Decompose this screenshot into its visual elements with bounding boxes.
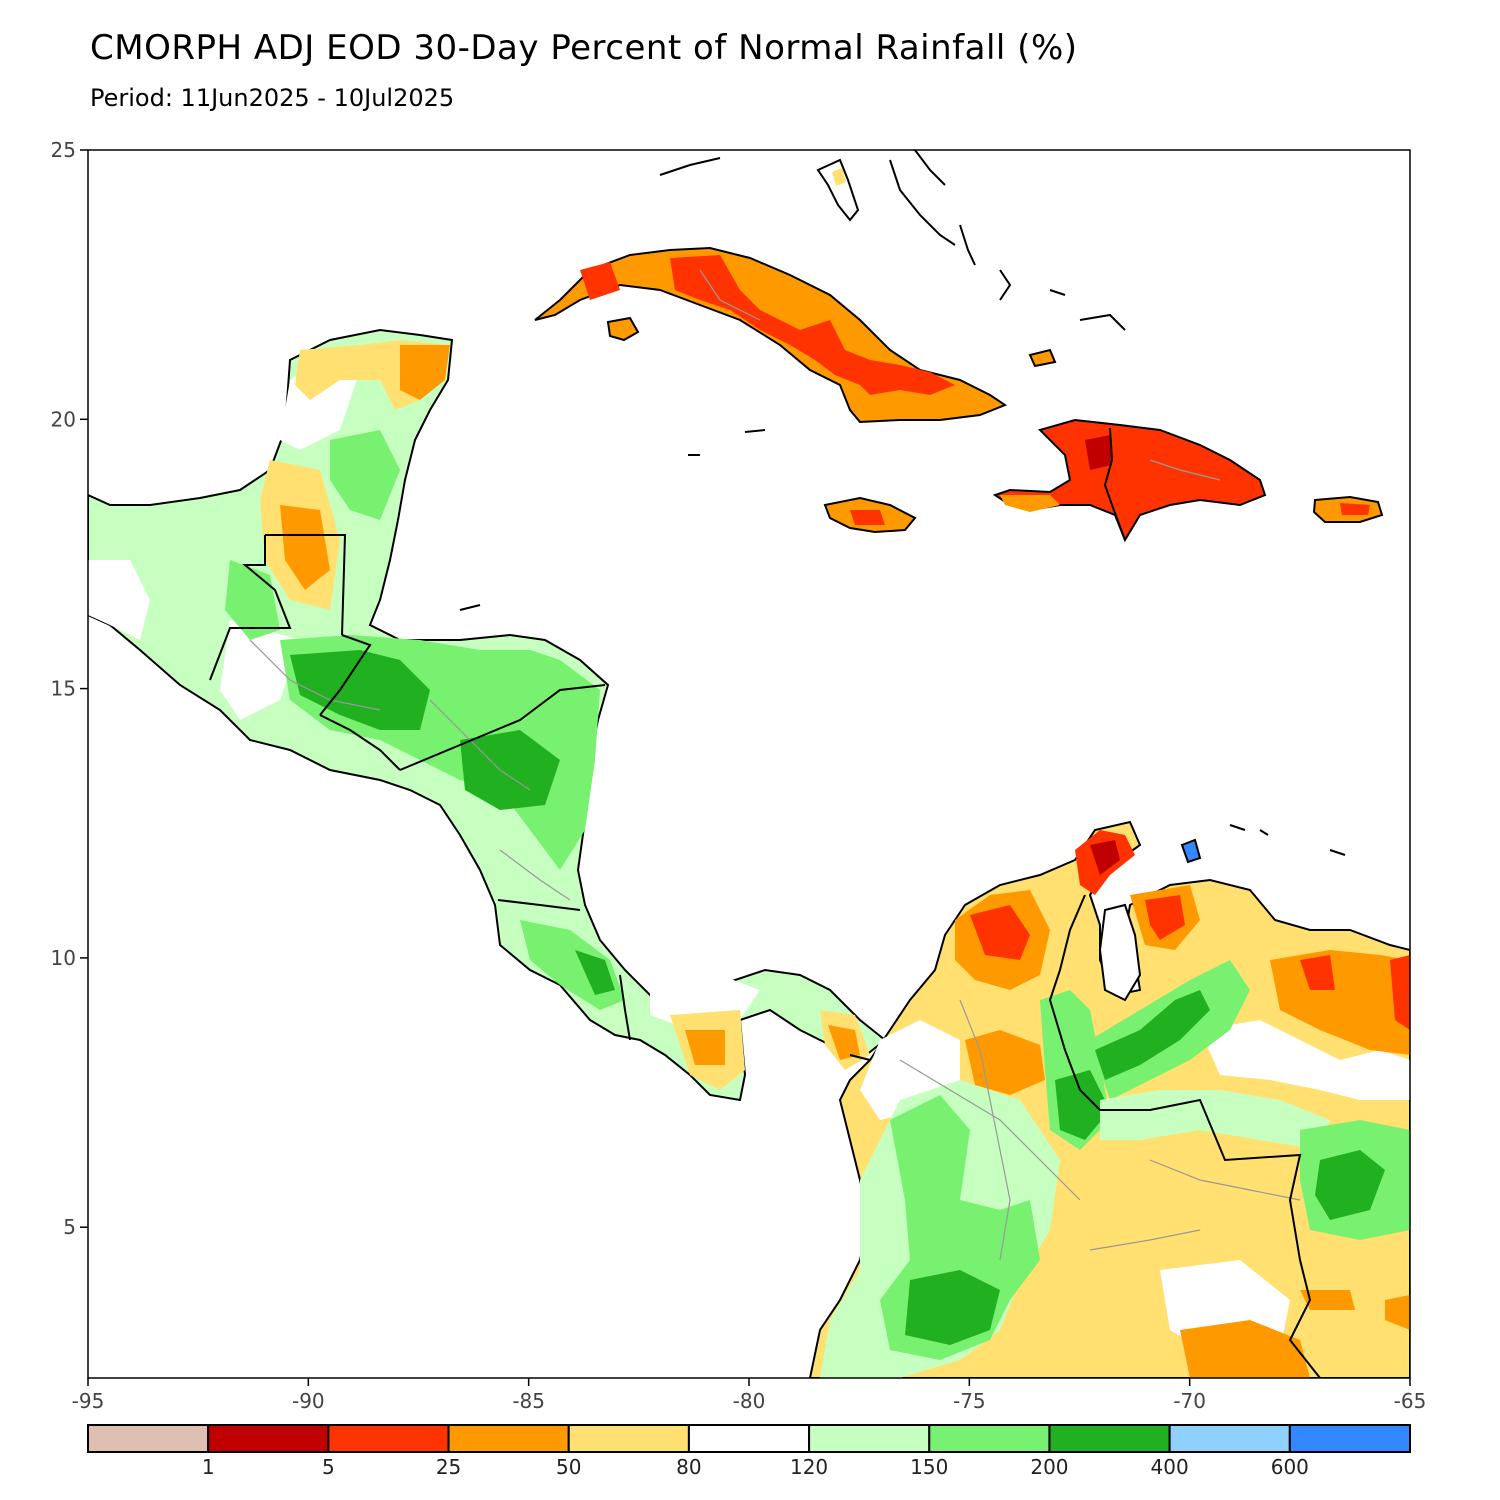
zone-red-cuba-central <box>670 255 955 395</box>
zone-orange-brazil-east <box>1385 1295 1410 1330</box>
colorbar-swatch <box>1048 1424 1171 1453</box>
colorbar-swatch <box>87 1424 210 1453</box>
zone-darkred-guajira <box>1090 840 1120 875</box>
zone-red-falcon <box>1145 895 1185 940</box>
zone-red-colombia-caribbean <box>970 905 1030 960</box>
small-islands <box>459 429 1346 856</box>
map-plot-area <box>88 150 1410 1378</box>
colorbar-label: 1 <box>202 1455 215 1479</box>
zone-orange-yucatan <box>400 345 450 400</box>
zone-orange-peten <box>280 505 330 590</box>
colorbar-swatch <box>567 1424 690 1453</box>
zone-red-jamaica <box>850 510 885 525</box>
zone-red-venezuela-east <box>1300 955 1335 990</box>
land-bahamas-cat <box>914 150 946 186</box>
zone-orange-haiti-south <box>1000 495 1060 512</box>
lat-tick-label: 10 <box>51 946 76 970</box>
colorbar-swatch <box>928 1424 1051 1453</box>
lat-tick-label: 20 <box>51 407 76 431</box>
zone-orange-panama <box>685 1030 725 1065</box>
colorbar-swatch <box>687 1424 811 1453</box>
lon-tick-label: -80 <box>733 1389 766 1413</box>
longitude-axis: -95 -90 -85 -80 -75 -70 -65 <box>72 1378 1427 1413</box>
zone-darkgreen-magdalena <box>1055 1070 1110 1140</box>
land-turks <box>1049 289 1066 296</box>
zone-normal-venezuela <box>1200 1020 1410 1100</box>
zone-wet-yucatan <box>330 430 400 520</box>
land-abc-islands <box>1180 838 1202 864</box>
zone-very-wet-costarica <box>575 950 615 995</box>
lon-tick-label: -70 <box>1173 1389 1206 1413</box>
zone-orange-guyana-south <box>1300 1290 1355 1310</box>
colorbar-label: 5 <box>322 1455 335 1479</box>
lat-tick-label: 25 <box>51 138 76 162</box>
land-bahamas-long <box>959 224 976 266</box>
lon-tick-label: -95 <box>72 1389 105 1413</box>
zone-red-puerto-rico <box>1340 503 1370 515</box>
zone-orange-venezuela-east <box>1270 950 1410 1055</box>
land-cuba-north-keys <box>659 157 721 176</box>
colorbar-swatch <box>1288 1424 1412 1453</box>
zone-orange-amazon-south <box>1180 1320 1310 1378</box>
zone-very-wet-nicaragua <box>460 730 560 810</box>
zone-darkred-haiti <box>1085 435 1112 470</box>
lon-tick-label: -75 <box>953 1389 986 1413</box>
land-bahamas-andros-dry <box>832 168 846 186</box>
zone-red-cuba-west <box>580 262 620 300</box>
lon-tick-label: -65 <box>1394 1389 1427 1413</box>
latitude-axis: 25 20 15 10 5 <box>51 138 88 1239</box>
land-great-inagua <box>1028 348 1057 368</box>
zone-red-orinoco-delta <box>1390 955 1410 1030</box>
zone-very-wet-honduras <box>290 650 430 730</box>
zone-orange-colombia-central <box>965 1030 1045 1095</box>
colorbar-label: 120 <box>790 1455 828 1479</box>
zone-light-llanos <box>1100 1090 1330 1150</box>
colorbar-label: 50 <box>556 1455 581 1479</box>
zone-darkgreen-guyana <box>1315 1150 1385 1220</box>
zone-normal-mexico <box>88 560 150 640</box>
zone-wet-guatemala <box>225 560 280 640</box>
colorbar: 1 5 25 50 80 120 150 200 400 600 <box>87 1424 1412 1479</box>
land-inagua <box>1079 313 1126 331</box>
zone-orange-darien <box>828 1025 860 1060</box>
colorbar-label: 25 <box>436 1455 461 1479</box>
lake-maracaibo <box>1098 903 1142 1002</box>
zone-darkgreen-andes-venezuela <box>1095 990 1210 1080</box>
zone-normal-central <box>220 620 300 720</box>
lon-tick-label: -85 <box>512 1389 545 1413</box>
land-bahamas-eleuthera <box>889 159 956 246</box>
colorbar-label: 80 <box>676 1455 701 1479</box>
land-isla-juventud <box>606 316 640 342</box>
map-period: Period: 11Jun2025 - 10Jul2025 <box>90 84 455 112</box>
colorbar-swatch <box>1168 1424 1291 1453</box>
internal-borders <box>249 269 1301 1261</box>
zone-darkgreen-colombia-west <box>905 1270 1000 1345</box>
colorbar-swatch <box>447 1424 570 1453</box>
colorbar-swatch <box>327 1424 450 1453</box>
colorbar-swatch <box>808 1424 931 1453</box>
land-bahamas-andros <box>816 158 860 222</box>
map-title: CMORPH ADJ EOD 30-Day Percent of Normal … <box>90 28 1078 68</box>
colorbar-swatch <box>207 1424 330 1453</box>
national-borders <box>209 534 1321 1378</box>
lat-tick-label: 15 <box>51 677 76 701</box>
lat-tick-label: 5 <box>63 1215 76 1239</box>
lon-tick-label: -90 <box>292 1389 325 1413</box>
land-hispaniola <box>992 418 1267 543</box>
colorbar-label: 600 <box>1271 1455 1309 1479</box>
land-bahamas-acklins <box>999 269 1012 301</box>
border-haiti-dr <box>1103 427 1126 541</box>
colorbar-label: 150 <box>910 1455 948 1479</box>
colorbar-label: 400 <box>1151 1455 1189 1479</box>
colorbar-label: 200 <box>1030 1455 1068 1479</box>
